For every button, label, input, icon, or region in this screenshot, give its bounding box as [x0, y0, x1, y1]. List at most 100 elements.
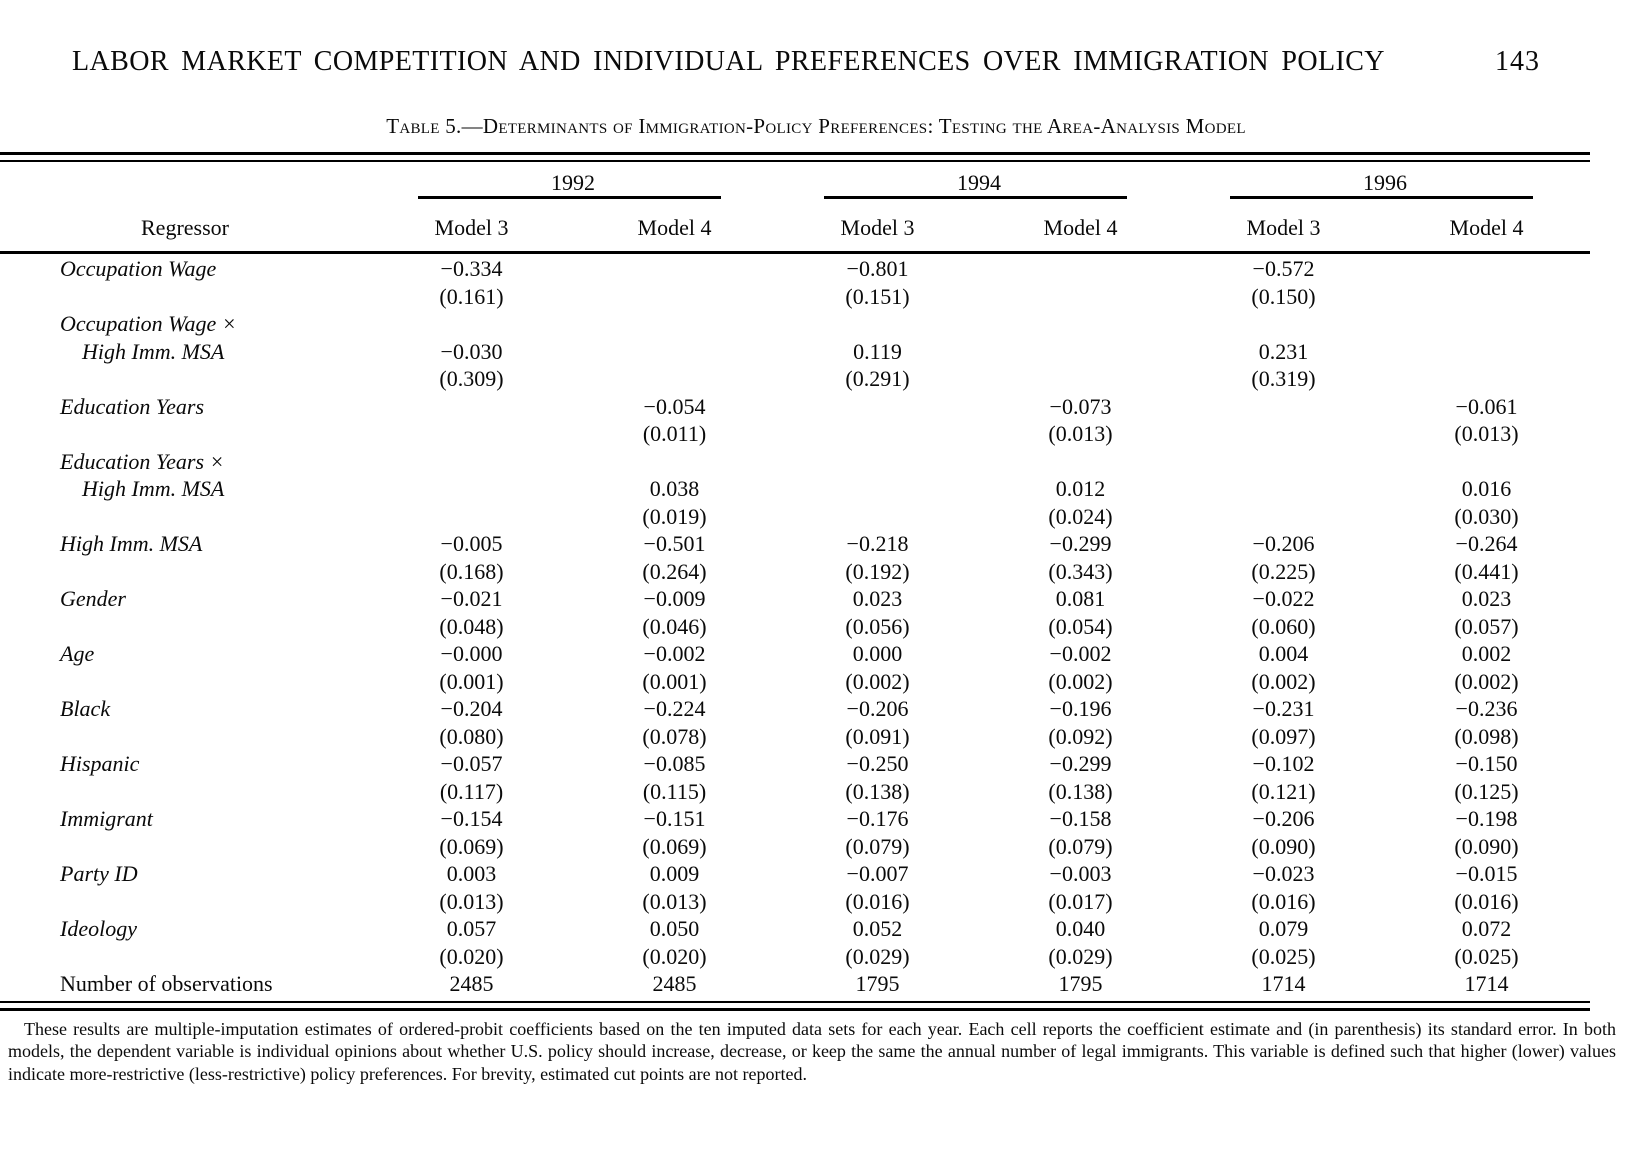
standard-error: (0.090): [1454, 833, 1519, 859]
page-number: 143: [1495, 46, 1540, 77]
standard-error: (0.079): [845, 833, 910, 859]
coef-cell: −0.224 (0.078): [573, 695, 776, 750]
standard-error: (0.192): [845, 558, 910, 584]
regressor-label-line: High Imm. MSA: [82, 338, 225, 364]
regressor-label-line: Education Years: [60, 393, 205, 419]
standard-error: (0.025): [1454, 943, 1519, 969]
coefficient-value: [776, 393, 979, 421]
coefficient-value: [979, 338, 1182, 366]
coef-cell: −0.005 (0.168): [370, 530, 573, 585]
coef-cell: [370, 448, 573, 531]
standard-error: (0.125): [1454, 778, 1519, 804]
coefficient-value: 0.052: [852, 916, 903, 941]
regressor-column-header: Regressor: [141, 215, 229, 240]
standard-error: (0.168): [439, 558, 504, 584]
coefficient-value: −0.007: [846, 861, 909, 886]
table-body: Occupation Wage −0.334 (0.161) −0.801 (0.15…: [0, 254, 1590, 998]
coef-cell: −0.501 (0.264): [573, 530, 776, 585]
coef-cell: 0.057 (0.020): [370, 915, 573, 970]
standard-error: (0.138): [845, 778, 910, 804]
spacer: [979, 310, 1182, 338]
spacer: [979, 448, 1182, 476]
standard-error: [776, 503, 979, 531]
standard-error: (0.046): [642, 613, 707, 639]
coef-cell: 2485: [573, 970, 776, 998]
coef-cell: 0.079 (0.025): [1182, 915, 1385, 970]
coefficient-value: [776, 475, 979, 503]
standard-error: (0.079): [1048, 833, 1113, 859]
coefficient-value: 0.012: [1055, 476, 1106, 501]
spacer: [1385, 310, 1588, 338]
coefficient-value: 1795: [855, 971, 900, 996]
coef-cell: 0.231 (0.319): [1182, 310, 1385, 393]
coef-cell: −0.085 (0.115): [573, 750, 776, 805]
table-top-rule: [0, 152, 1590, 162]
coef-cell: −0.030 (0.309): [370, 310, 573, 393]
coef-cell: 0.050 (0.020): [573, 915, 776, 970]
coef-cell: 0.119 (0.291): [776, 310, 979, 393]
coef-cell: −0.003 (0.017): [979, 860, 1182, 915]
coef-cell: −0.264 (0.441): [1385, 530, 1588, 585]
coefficient-value: [1385, 338, 1588, 366]
spacer: [776, 448, 979, 476]
coef-cell: −0.299 (0.138): [979, 750, 1182, 805]
coef-cell: −0.000 (0.001): [370, 640, 573, 695]
coef-cell: 0.016 (0.030): [1385, 448, 1588, 531]
coef-cell: 0.023 (0.057): [1385, 585, 1588, 640]
coefficient-value: −0.015: [1455, 861, 1518, 886]
coef-cell: −0.801 (0.151): [776, 255, 979, 310]
standard-error: (0.056): [845, 613, 910, 639]
coef-cell: −0.015 (0.016): [1385, 860, 1588, 915]
coefficient-value: 2485: [449, 971, 494, 996]
standard-error: [370, 420, 573, 448]
coefficient-value: −0.054: [643, 393, 706, 419]
coef-cell: [573, 255, 776, 310]
year-underline: [1230, 196, 1533, 199]
standard-error: [1182, 503, 1385, 531]
standard-error: (0.029): [1048, 943, 1113, 969]
coefficient-value: −0.102: [1252, 751, 1315, 776]
coef-cell: −0.002 (0.002): [979, 640, 1182, 695]
coef-cell: 1714: [1182, 970, 1385, 998]
coefficient-value: −0.218: [846, 531, 909, 556]
coef-cell: 0.040 (0.029): [979, 915, 1182, 970]
standard-error: (0.090): [1251, 833, 1316, 859]
coef-cell: −0.150 (0.125): [1385, 750, 1588, 805]
standard-error: [1182, 420, 1385, 448]
coefficient-value: −0.299: [1049, 751, 1112, 776]
standard-error: (0.225): [1251, 558, 1316, 584]
coefficient-value: −0.236: [1455, 696, 1518, 721]
model-header: Model 3: [1246, 215, 1321, 240]
coef-cell: [979, 255, 1182, 310]
regressor-label: Number of observations: [0, 970, 370, 998]
coefficient-value: −0.572: [1252, 256, 1315, 281]
coefficient-value: −0.021: [440, 586, 503, 611]
spacer: [573, 310, 776, 338]
regressor-label-line: Black: [60, 696, 111, 721]
coefficient-value: −0.224: [643, 696, 706, 721]
coefficient-value: 0.057: [446, 916, 497, 941]
standard-error: (0.016): [1454, 888, 1519, 914]
coef-cell: −0.198 (0.090): [1385, 805, 1588, 860]
coefficient-value: 0.050: [649, 916, 700, 941]
regressor-label-line: Occupation Wage: [60, 256, 217, 281]
standard-error: (0.002): [1454, 668, 1519, 694]
coefficient-value: 0.072: [1461, 916, 1512, 941]
standard-error: (0.025): [1251, 943, 1316, 969]
coefficient-value: −0.022: [1252, 586, 1315, 611]
coefficient-value: −0.206: [1252, 806, 1315, 831]
regressor-label: Gender: [0, 585, 370, 640]
regressor-label-line: Occupation Wage ×: [60, 311, 237, 336]
standard-error: (0.057): [1454, 613, 1519, 639]
coef-cell: [1182, 448, 1385, 531]
table-bottom-rule: [0, 1000, 1590, 1011]
coef-cell: [776, 448, 979, 531]
coefficient-value: −0.206: [1252, 531, 1315, 556]
standard-error: (0.091): [845, 723, 910, 749]
regressor-label: Ideology: [0, 915, 370, 970]
coefficient-value: −0.003: [1049, 861, 1112, 886]
table-footnote: These results are multiple-imputation es…: [8, 1018, 1616, 1084]
regressor-label: Immigrant: [0, 805, 370, 860]
regressor-label-line: Gender: [60, 586, 126, 611]
standard-error: (0.019): [642, 503, 707, 529]
